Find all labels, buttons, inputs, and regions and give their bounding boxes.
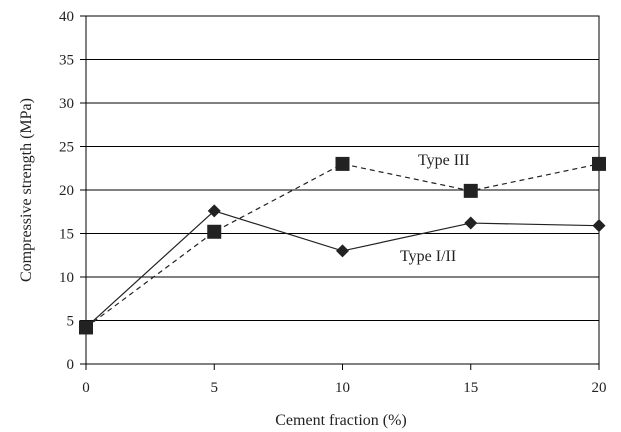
- series-markers: [79, 156, 606, 335]
- y-tick-label: 15: [59, 227, 74, 243]
- data-point-type-i-ii: [464, 216, 478, 230]
- y-tick-label: 10: [59, 270, 74, 286]
- y-tick-label: 35: [59, 53, 74, 69]
- x-tick-label: 5: [211, 380, 219, 396]
- x-axis-title: Cement fraction (%): [275, 412, 407, 429]
- data-point-type-iii: [463, 183, 478, 198]
- x-tick-label: 20: [592, 380, 607, 396]
- series-label-type-iii: Type III: [418, 152, 470, 169]
- y-axis-title: Compressive strength (MPa): [18, 98, 35, 282]
- y-axis-ticks: 0 5 10 15 20 25 30 35 40: [59, 9, 86, 373]
- y-tick-label: 0: [67, 357, 75, 373]
- data-point-type-i-ii: [592, 219, 606, 233]
- x-axis-ticks: 0 5 10 15 20: [82, 364, 607, 396]
- data-point-type-i-ii: [207, 204, 221, 218]
- y-tick-label: 40: [59, 9, 74, 25]
- y-tick-label: 20: [59, 183, 74, 199]
- x-tick-label: 0: [82, 380, 90, 396]
- x-tick-label: 10: [335, 380, 350, 396]
- series-line-type-iii: [85, 163, 600, 328]
- data-point-type-i-ii: [336, 244, 349, 258]
- data-point-type-i-ii: [79, 320, 93, 334]
- data-point-type-iii: [207, 224, 222, 239]
- series-line-type-i-ii: [85, 210, 600, 328]
- x-tick-label: 15: [463, 380, 478, 396]
- series-label-type-i-ii: Type I/II: [400, 248, 456, 265]
- gridlines: [86, 15, 599, 321]
- data-point-type-iii: [592, 156, 606, 171]
- y-tick-label: 5: [67, 314, 75, 330]
- y-tick-label: 30: [59, 96, 74, 112]
- data-point-type-iii: [335, 156, 350, 171]
- y-tick-label: 25: [59, 140, 74, 156]
